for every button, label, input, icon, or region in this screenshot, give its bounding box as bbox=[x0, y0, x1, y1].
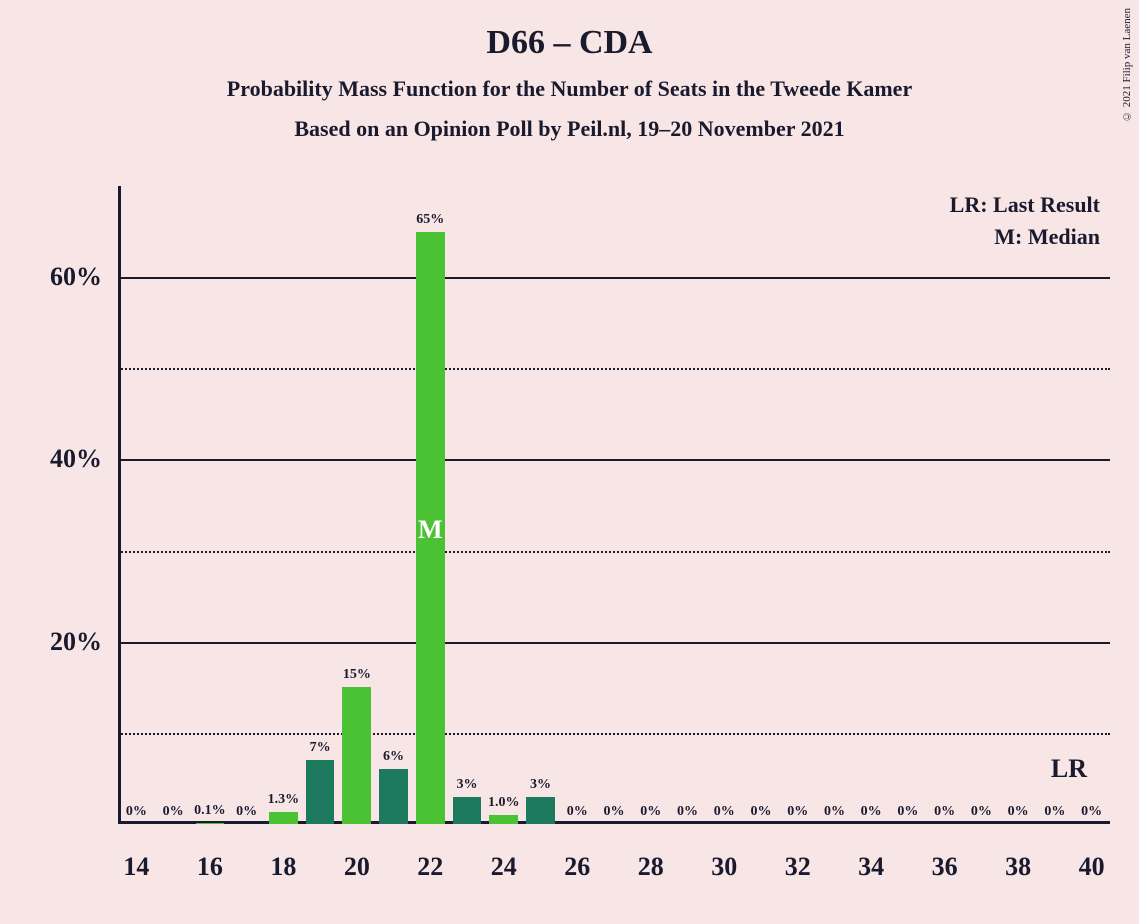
x-tick-label: 22 bbox=[400, 852, 460, 882]
median-marker: M bbox=[416, 515, 445, 545]
x-tick-label: 34 bbox=[841, 852, 901, 882]
bar bbox=[306, 760, 335, 824]
chart-subtitle-1: Probability Mass Function for the Number… bbox=[0, 76, 1139, 102]
x-tick-label: 14 bbox=[106, 852, 166, 882]
gridline-major bbox=[118, 459, 1110, 461]
bar-value-label: 15% bbox=[332, 667, 382, 683]
x-tick-label: 20 bbox=[327, 852, 387, 882]
gridline-minor bbox=[118, 733, 1110, 735]
bar bbox=[342, 687, 371, 824]
x-tick-label: 32 bbox=[768, 852, 828, 882]
bar bbox=[379, 769, 408, 824]
x-tick-label: 36 bbox=[915, 852, 975, 882]
x-tick-label: 28 bbox=[621, 852, 681, 882]
bar-value-label: 3% bbox=[442, 777, 492, 793]
bar bbox=[489, 815, 518, 824]
bar bbox=[269, 812, 298, 824]
lr-marker: LR bbox=[1051, 754, 1087, 784]
y-tick-label: 60% bbox=[22, 262, 102, 292]
legend-median: M: Median bbox=[994, 224, 1100, 250]
x-tick-label: 18 bbox=[253, 852, 313, 882]
bar-value-label: 1.0% bbox=[479, 795, 529, 811]
bar bbox=[526, 797, 555, 824]
bar-value-label: 0% bbox=[1067, 804, 1117, 820]
x-tick-label: 40 bbox=[1062, 852, 1122, 882]
bar-value-label: 3% bbox=[516, 777, 566, 793]
bar-value-label: 7% bbox=[295, 740, 345, 756]
x-tick-label: 30 bbox=[694, 852, 754, 882]
x-axis bbox=[118, 821, 1110, 824]
chart-title: D66 – CDA bbox=[0, 24, 1139, 62]
x-tick-label: 24 bbox=[474, 852, 534, 882]
y-axis bbox=[118, 186, 121, 824]
legend-lr: LR: Last Result bbox=[950, 192, 1100, 218]
bar-value-label: 1.3% bbox=[258, 792, 308, 808]
y-tick-label: 20% bbox=[22, 627, 102, 657]
x-tick-label: 38 bbox=[988, 852, 1048, 882]
chart-subtitle-2: Based on an Opinion Poll by Peil.nl, 19–… bbox=[0, 116, 1139, 142]
x-tick-label: 16 bbox=[180, 852, 240, 882]
y-tick-label: 40% bbox=[22, 444, 102, 474]
bar bbox=[196, 823, 225, 824]
gridline-minor bbox=[118, 368, 1110, 370]
gridline-minor bbox=[118, 551, 1110, 553]
x-tick-label: 26 bbox=[547, 852, 607, 882]
gridline-major bbox=[118, 277, 1110, 279]
chart-plot-area: 20%40%60%14161820222426283032343638400%0… bbox=[118, 186, 1110, 824]
copyright-text: © 2021 Filip van Laenen bbox=[1121, 8, 1133, 122]
gridline-major bbox=[118, 642, 1110, 644]
bar-value-label: 65% bbox=[405, 212, 455, 228]
bar bbox=[453, 797, 482, 824]
bar-value-label: 6% bbox=[369, 749, 419, 765]
